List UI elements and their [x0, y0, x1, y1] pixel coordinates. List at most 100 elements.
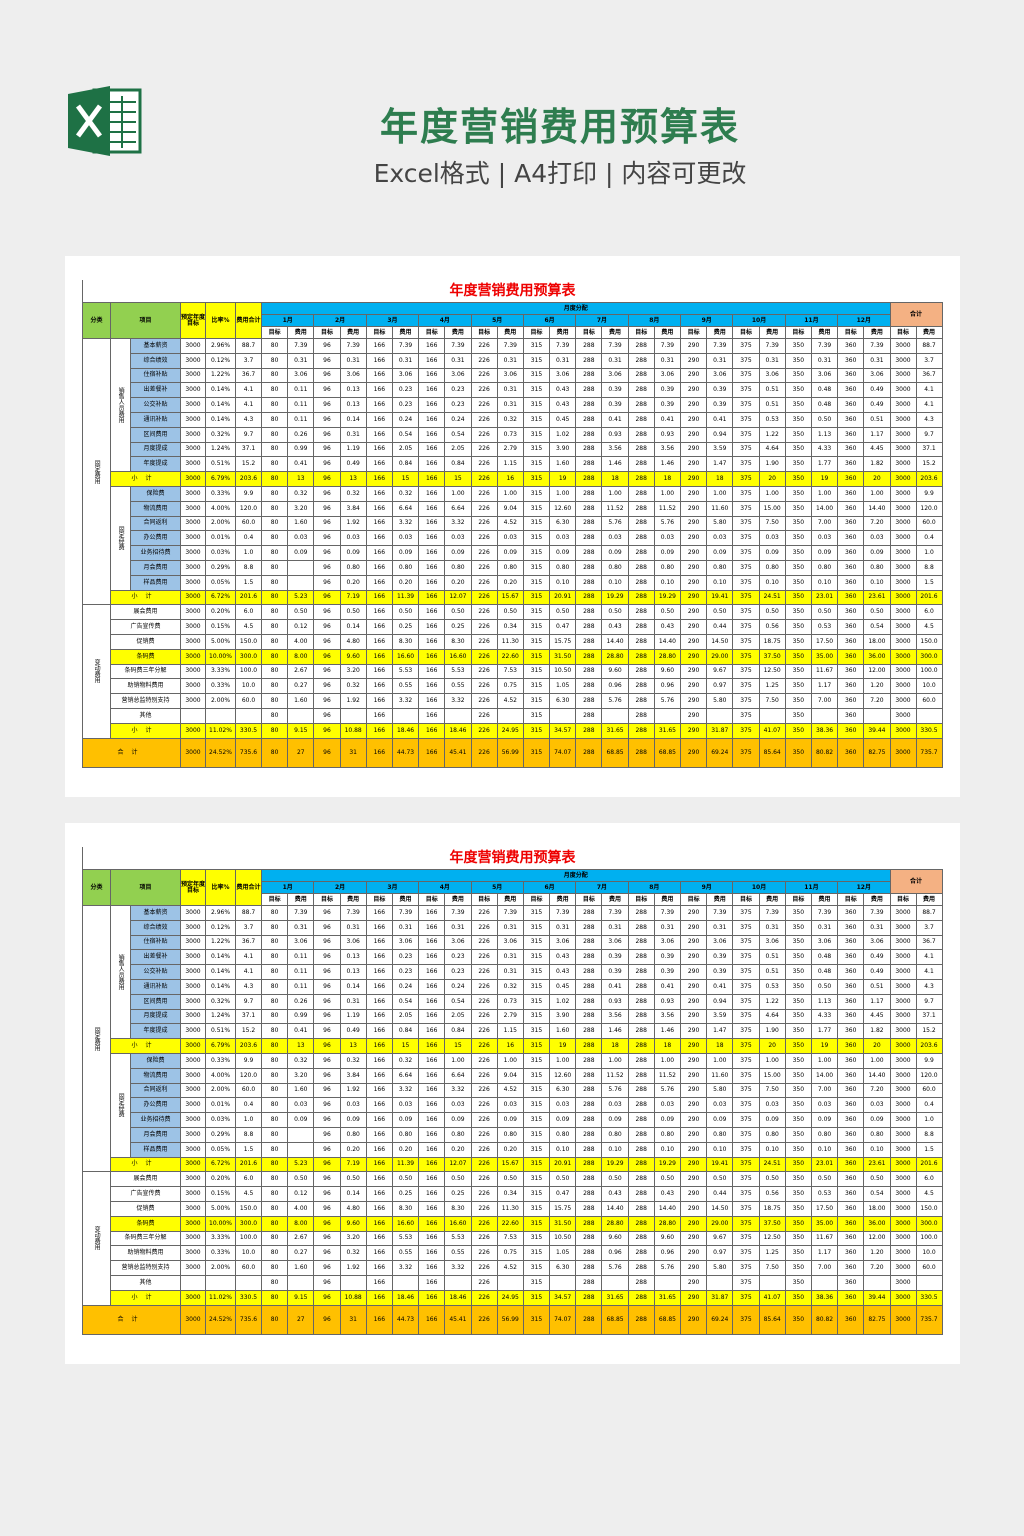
cell: 288 — [627, 693, 655, 709]
cell: 1.19 — [339, 1008, 367, 1025]
cell: 288 — [575, 693, 603, 709]
cell: 0.03 — [653, 530, 682, 547]
cell: 1.00 — [444, 1052, 472, 1069]
cell: 375 — [732, 1156, 760, 1173]
cell: 18 — [706, 1038, 734, 1054]
cell: 80 — [260, 441, 289, 458]
cell: 315 — [522, 678, 551, 695]
cell: 年度营销费用预算表 — [82, 847, 942, 870]
cell: 19 — [549, 471, 577, 487]
cell: 290 — [679, 338, 708, 354]
cell: 288 — [627, 1052, 655, 1069]
cell: 360 — [837, 530, 865, 547]
data-row: 住宿补贴 3000 1.22% 36.7 80 3.06 96 3.06 166 3.06 166 3… — [83, 934, 943, 951]
cell: 226 — [470, 905, 498, 921]
subtotal-row: 小计 3000 6.72% 201.6 80 5.23 96 7.19 166 11.39 166 1… — [83, 589, 943, 606]
cell: 0.10 — [810, 1141, 839, 1158]
cell: 166 — [365, 1186, 393, 1202]
cell: 0.51 — [758, 397, 786, 413]
cell: 7.00 — [810, 693, 839, 709]
cell: 12月 — [837, 314, 891, 327]
cell: 0.55 — [444, 1245, 472, 1262]
cell: 60.0 — [915, 515, 943, 532]
cell: 1.05 — [549, 1245, 577, 1262]
cell: 80 — [260, 1245, 289, 1262]
cell — [339, 1274, 367, 1291]
cell: 1.02 — [549, 426, 577, 443]
cell: 3000 — [889, 949, 917, 966]
cell: 288 — [575, 604, 603, 621]
cell: 0.31 — [810, 919, 839, 936]
cell: 82.75 — [863, 1304, 891, 1335]
cell: 区间费用 — [130, 426, 181, 443]
cell: 7.39 — [339, 338, 367, 354]
cell: 7.39 — [863, 905, 891, 921]
cell: 0.80 — [601, 559, 629, 576]
cell: 315 — [522, 545, 551, 561]
cell: 7.19 — [339, 1156, 367, 1173]
cell: 96 — [313, 707, 341, 724]
cell: 目标 — [784, 326, 812, 339]
cell: 288 — [575, 633, 603, 650]
cell: 4月 — [418, 881, 472, 894]
cell: 0.03 — [444, 530, 472, 547]
cell: 固定经费 — [110, 1052, 131, 1158]
cell: 290 — [679, 530, 708, 547]
cell: 360 — [837, 411, 865, 428]
cell: 0.09 — [653, 1112, 682, 1128]
cell: 166 — [418, 1289, 446, 1306]
cell: 9.7 — [915, 993, 943, 1010]
cell: 288 — [627, 397, 655, 413]
cell: 0.03 — [287, 530, 315, 547]
cell: 80 — [260, 1052, 289, 1069]
cell: 288 — [575, 1112, 603, 1128]
data-row: 出差餐补 3000 0.14% 4.1 80 0.11 96 0.13 166 0.23 166 0.… — [83, 949, 943, 966]
cell: 费用 — [444, 326, 472, 339]
cell: 0.34 — [496, 1186, 524, 1202]
cell: 166 — [365, 515, 393, 532]
cell: 0.80 — [810, 1126, 839, 1143]
cell: 0.12 — [287, 1186, 315, 1202]
cell: 290 — [679, 737, 708, 768]
cell: 3000 — [889, 1067, 917, 1084]
cell: 166 — [365, 1052, 393, 1069]
cell: 3000 — [889, 397, 917, 413]
cell: 广告宣传费 — [110, 1186, 181, 1202]
cell: 96 — [313, 471, 341, 487]
cell: 80 — [260, 1141, 289, 1158]
cell: 166 — [418, 737, 446, 768]
cell: 288 — [575, 905, 603, 921]
cell: 166 — [418, 1200, 446, 1217]
cell: 8.8 — [235, 1126, 262, 1143]
cell: 0.09 — [287, 545, 315, 561]
cell: 0.11 — [287, 411, 315, 428]
cell: 288 — [627, 1082, 655, 1099]
cell: 14.40 — [653, 633, 682, 650]
cell: 0.29% — [205, 1126, 236, 1143]
cell: 1.60 — [549, 1023, 577, 1040]
cell: 315 — [522, 574, 551, 591]
cell: 35.00 — [810, 1215, 839, 1232]
cell: 0.31 — [653, 352, 682, 369]
cell: 3.59 — [706, 441, 734, 458]
cell: 375 — [732, 619, 760, 635]
cell: 3.32 — [444, 1260, 472, 1276]
cell: 12.50 — [758, 1230, 786, 1247]
cell: 74.07 — [549, 737, 577, 768]
cell: 0.55 — [391, 678, 420, 695]
cell: 226 — [470, 737, 498, 768]
cell: 2.96% — [205, 338, 236, 354]
cell: 300.0 — [915, 648, 943, 665]
cell: 360 — [837, 515, 865, 532]
cell: 7.39 — [758, 905, 786, 921]
cell: 80 — [260, 648, 289, 665]
cell: 0.31 — [391, 352, 420, 369]
cell: 3000 — [180, 964, 206, 980]
cell: 203.6 — [915, 1038, 943, 1054]
cell: 0.31 — [758, 352, 786, 369]
cell: 7.39 — [287, 338, 315, 354]
cell: 1.00 — [601, 485, 629, 502]
cell: 20 — [863, 471, 891, 487]
cell: 226 — [470, 515, 498, 532]
cell: 375 — [732, 707, 760, 724]
